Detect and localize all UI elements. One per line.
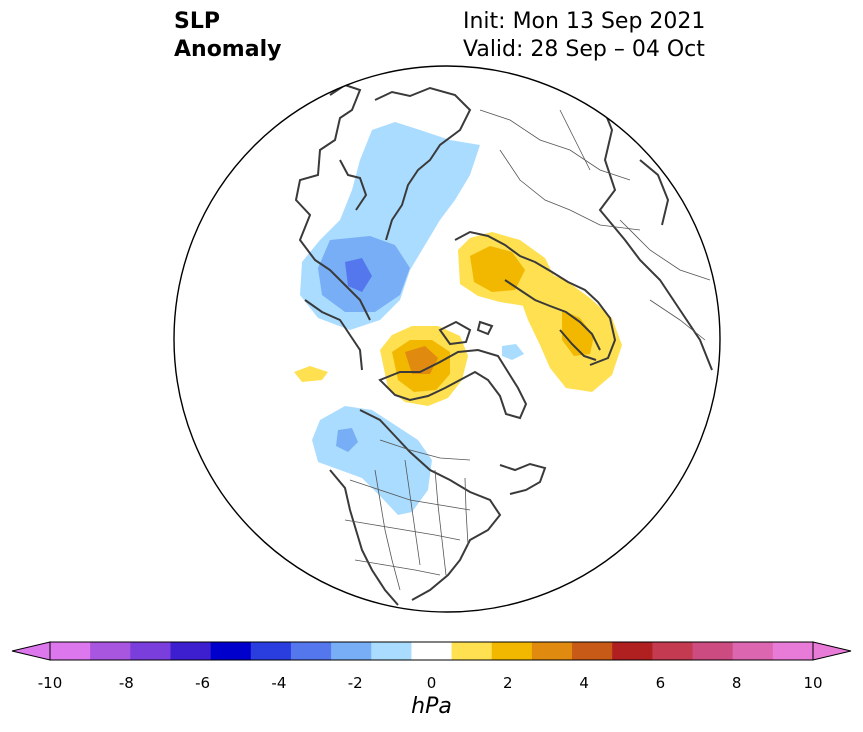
colorbar-tick-label: 0 bbox=[426, 674, 437, 692]
colorbar-segment bbox=[170, 642, 212, 660]
anomaly-contour bbox=[562, 310, 594, 356]
colorbar-segment bbox=[290, 642, 332, 660]
anomaly-contour bbox=[470, 246, 525, 292]
colorbar-tick-label: 6 bbox=[655, 674, 666, 692]
colorbar-tick-label: 2 bbox=[503, 674, 513, 692]
colorbar-segment bbox=[50, 642, 91, 660]
colorbar-segment bbox=[612, 642, 653, 660]
colorbar-segment bbox=[210, 642, 252, 660]
negative-anomaly-northeast-pacific bbox=[312, 406, 432, 515]
colorbar-segment bbox=[451, 642, 493, 660]
map-boundary bbox=[173, 65, 721, 613]
colorbar-segment bbox=[692, 642, 734, 660]
init-date: Init: Mon 13 Sep 2021 bbox=[463, 9, 706, 34]
colorbar-segment bbox=[371, 642, 412, 660]
colorbar-segment bbox=[572, 642, 613, 660]
negative-anomaly-small-arctic bbox=[502, 344, 524, 360]
colorbar-tick-label: 10 bbox=[803, 674, 823, 692]
forecast-dates: Init: Mon 13 Sep 2021 Valid: 28 Sep – 04… bbox=[463, 8, 705, 64]
colorbar-tick-label: -2 bbox=[347, 674, 363, 692]
colorbar-segment bbox=[250, 642, 292, 660]
title-line-1: SLP bbox=[174, 9, 220, 34]
colorbar-max-extension bbox=[812, 641, 852, 661]
political-borders bbox=[344, 109, 711, 591]
colorbar-tick-label: -6 bbox=[195, 674, 211, 692]
colorbar-tick-label: 8 bbox=[731, 674, 742, 692]
anomaly-contour bbox=[502, 344, 524, 360]
coastlines bbox=[294, 83, 713, 606]
colorbar-tick-label: 4 bbox=[579, 674, 589, 692]
positive-anomaly-bering bbox=[294, 366, 328, 382]
title-line-2: Anomaly bbox=[174, 37, 282, 62]
colorbar-segment bbox=[90, 642, 131, 660]
colorbar-tick-label: -8 bbox=[118, 674, 134, 692]
colorbar-tick-label: -4 bbox=[271, 674, 287, 692]
positive-anomaly-arctic-canada-greenland bbox=[380, 326, 468, 406]
colorbar-segment bbox=[732, 642, 774, 660]
anomaly-contour bbox=[345, 258, 372, 292]
anomaly-contour bbox=[294, 366, 328, 382]
colorbar-segment bbox=[652, 642, 694, 660]
colorbar-segment bbox=[331, 642, 372, 660]
polar-map bbox=[173, 65, 721, 613]
valid-period: Valid: 28 Sep – 04 Oct bbox=[463, 37, 705, 62]
chart-title: SLP Anomaly bbox=[174, 8, 281, 64]
anomaly-contour bbox=[336, 428, 358, 452]
colorbar-unit: hPa bbox=[411, 694, 452, 719]
colorbar-segment bbox=[411, 642, 453, 660]
colorbar-tick-label: -10 bbox=[37, 674, 63, 692]
colorbar-segment bbox=[772, 642, 814, 660]
colorbar-frame bbox=[49, 641, 814, 661]
colorbar bbox=[11, 641, 852, 661]
colorbar-segment bbox=[130, 642, 171, 660]
colorbar-segment bbox=[491, 642, 533, 660]
colorbar-min-extension bbox=[11, 641, 51, 661]
colorbar-segment bbox=[531, 642, 573, 660]
